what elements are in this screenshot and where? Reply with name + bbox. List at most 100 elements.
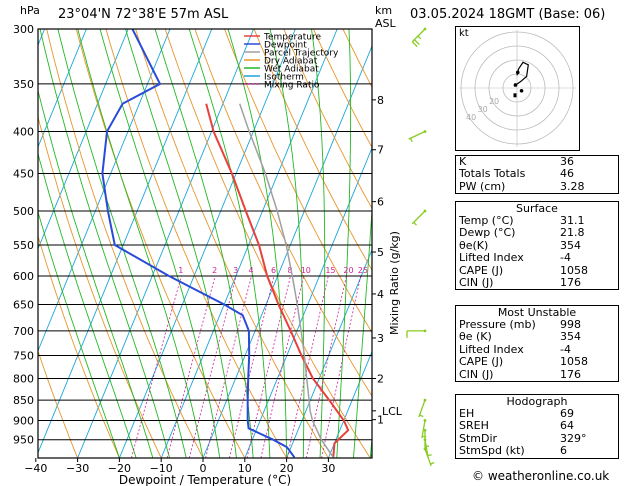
wind-barb-half-flag <box>427 454 432 457</box>
hodograph-marker <box>515 70 520 75</box>
mu-row: θe (K) 354 <box>456 330 618 343</box>
mu-label: CIN (J) <box>459 367 494 381</box>
wet-adiabat-line <box>38 88 154 458</box>
parcel-trajectory-line <box>238 103 334 458</box>
hodograph-panel: kt 20 30 40 <box>455 26 580 151</box>
surface-value: 31.1 <box>560 214 585 227</box>
wind-barb-station <box>423 447 427 451</box>
wind-barb-staff <box>411 28 426 43</box>
x-axis-label: Dewpoint / Temperature (°C) <box>119 473 291 486</box>
wind-barb-staff <box>418 399 426 418</box>
pressure-tick-label: 550 <box>13 239 34 252</box>
mixing-ratio-label: 3 <box>233 266 238 275</box>
lcl-label: LCL <box>382 405 403 418</box>
pressure-tick-label: 350 <box>13 78 34 91</box>
index-value: 36 <box>560 155 574 168</box>
x-tick-label: 20 <box>280 462 294 475</box>
temperature-line <box>205 103 350 458</box>
index-value: 46 <box>560 167 574 181</box>
wind-barb-staff <box>421 420 426 439</box>
pressure-tick-label: 850 <box>13 394 34 407</box>
surface-label: Lifted Index <box>459 251 524 265</box>
mixing-ratio-label: 1 <box>178 266 183 275</box>
pressure-tick-label: 450 <box>13 167 34 180</box>
x-tick-label: 0 <box>200 462 207 475</box>
x-tick-label: 10 <box>238 462 252 475</box>
wind-barb-half-flag <box>413 221 417 226</box>
hodo-value: 329° <box>560 431 587 445</box>
surface-row: CIN (J) 176 <box>456 276 618 290</box>
hodo-value: 69 <box>560 407 574 420</box>
x-tick-label: −40 <box>24 462 47 475</box>
wind-barb-station <box>423 209 427 213</box>
surface-row: θe(K) 354 <box>456 239 618 252</box>
dewpoint-line <box>101 29 296 458</box>
mu-row: CIN (J) 176 <box>456 367 618 381</box>
surface-label: Temp (°C) <box>459 214 514 227</box>
surface-value: 21.8 <box>560 226 585 240</box>
legend-entry: Temperature <box>263 33 321 43</box>
valid-time: 03.05.2024 18GMT (Base: 06) <box>410 7 606 22</box>
surface-value: 176 <box>560 276 581 290</box>
hodo-row: StmDir 329° <box>456 431 618 445</box>
isotherm-line <box>286 248 372 458</box>
mu-label: Lifted Index <box>459 342 524 356</box>
hodo-label: EH <box>459 407 475 420</box>
wind-barb-flag <box>411 41 418 48</box>
mixing-ratio-label: 2 <box>212 266 217 275</box>
hodo-row: SREH 64 <box>456 419 618 433</box>
wind-barb-staff <box>408 130 426 140</box>
most-unstable-panel: Most Unstable Pressure (mb) 998 θe (K) 354… <box>455 305 619 383</box>
wind-barb-half-flag <box>430 462 435 465</box>
index-label: PW (cm) <box>459 179 506 193</box>
dry-adiabat-line <box>164 29 371 458</box>
pressure-tick-label: 700 <box>13 325 34 338</box>
hodograph-ring-label: 30 <box>478 105 488 114</box>
isotherm-line <box>77 29 255 458</box>
index-value: 3.28 <box>560 179 585 193</box>
hodograph-stats-title: Hodograph <box>506 395 568 408</box>
index-label: K <box>459 155 467 168</box>
hodograph-ring-label: 20 <box>489 97 499 106</box>
legend-entry: Mixing Ratio <box>264 81 320 91</box>
hodo-value: 64 <box>560 419 574 433</box>
x-tick-label: −30 <box>66 462 89 475</box>
km-tick-label: 2 <box>377 372 384 385</box>
index-row: K 36 <box>456 155 618 168</box>
x-tick-label: −20 <box>108 462 131 475</box>
hodo-row: EH 69 <box>456 407 618 420</box>
mixing-ratio-axis-label: Mixing Ratio (g/kg) <box>388 231 401 335</box>
hodo-label: StmSpd (kt) <box>459 444 525 458</box>
index-row: PW (cm) 3.28 <box>456 179 618 193</box>
surface-panel: Surface Temp (°C) 31.1 Dewp (°C) 21.8 θe(K… <box>455 201 619 291</box>
indices-panel: K 36 Totals Totals 46 PW (cm) 3.28 <box>455 155 619 195</box>
hodograph-stats-panel: Hodograph EH 69 SREH 64 StmDir 329° StmSpd … <box>455 394 619 459</box>
km-tick-label: 8 <box>377 94 384 107</box>
legend-entry: Wet Adiabat <box>264 65 319 75</box>
mixing-ratio-line <box>188 275 237 458</box>
x-tick-label: −10 <box>150 462 173 475</box>
pressure-tick-label: 750 <box>13 349 34 362</box>
isotherm-line <box>0 29 3 458</box>
isotherm-line <box>38 29 87 149</box>
km-tick-label: 7 <box>377 144 384 157</box>
wind-barb-station <box>423 438 427 442</box>
pressure-tick-label: 500 <box>13 205 34 218</box>
hodo-value: 6 <box>560 444 567 458</box>
mixing-ratio-line <box>166 275 216 458</box>
km-tick-label: 5 <box>377 246 384 259</box>
isotherm-line <box>160 29 338 458</box>
dry-adiabat-line <box>283 29 372 210</box>
legend-entry: Isotherm <box>264 73 304 83</box>
credit-text: © weatheronline.co.uk <box>472 469 610 483</box>
isotherm-line <box>327 350 372 458</box>
dry-adiabat-line <box>105 29 287 458</box>
wind-barb-station <box>423 419 427 422</box>
legend-entry: Parcel Trajectory <box>264 49 339 59</box>
surface-value: 1058 <box>560 263 588 277</box>
mu-row: Lifted Index -4 <box>456 342 618 356</box>
wet-adiabat-line <box>227 29 288 458</box>
hodograph-unit: kt <box>459 28 469 39</box>
wind-barb-station <box>423 27 427 31</box>
